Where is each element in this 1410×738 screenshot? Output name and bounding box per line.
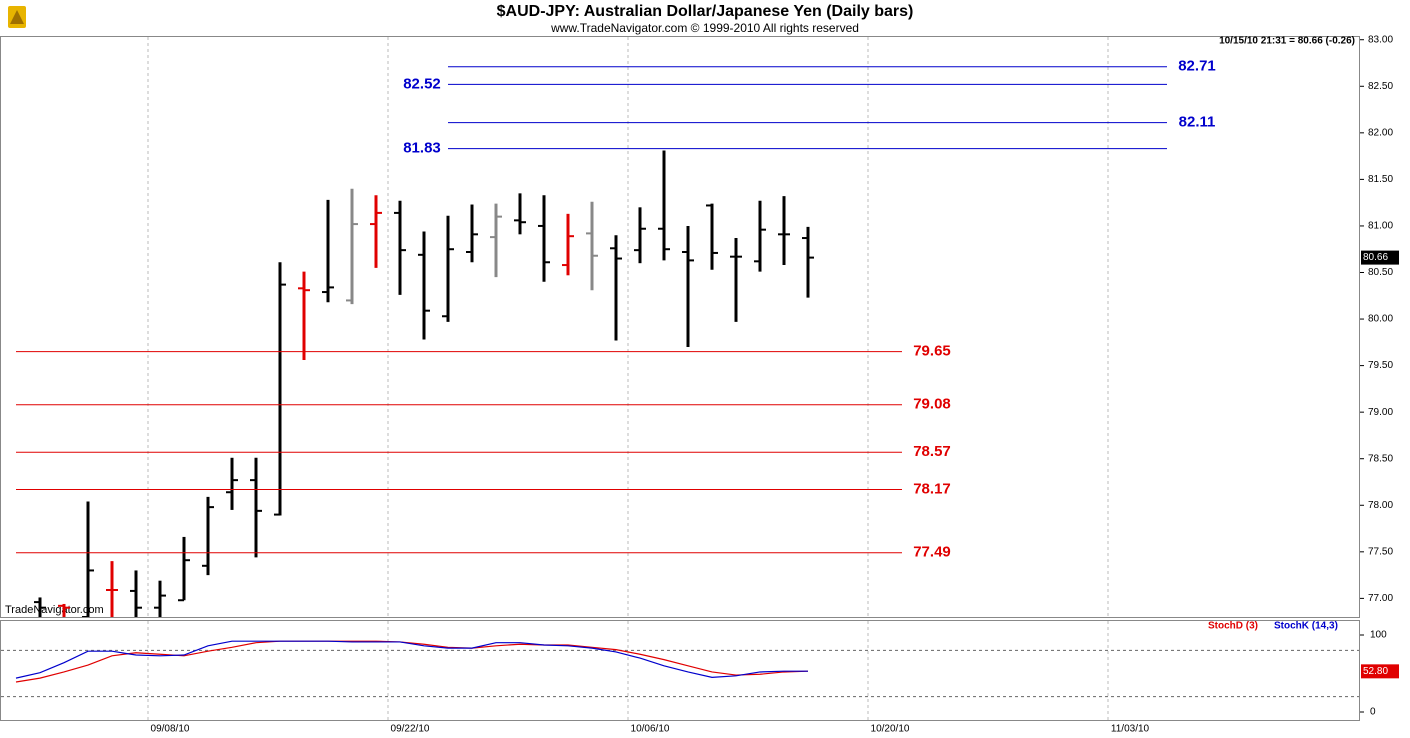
level-label: 81.83	[403, 140, 441, 157]
y-tick-label: 80.00	[1368, 314, 1393, 325]
level-label: 82.52	[403, 75, 441, 92]
x-tick-label: 10/20/10	[871, 724, 910, 735]
ohlc-bar	[538, 195, 550, 282]
ohlc-bar	[730, 238, 742, 322]
y-tick-label: 79.50	[1368, 360, 1393, 371]
y-tick-label: 100	[1370, 630, 1387, 641]
level-label: 79.08	[913, 396, 951, 413]
ohlc-bar	[490, 203, 502, 278]
last-value-label: 52.80	[1363, 666, 1388, 677]
level-label: 82.71	[1178, 58, 1216, 75]
ohlc-bar	[658, 150, 670, 261]
ohlc-bar	[778, 196, 790, 266]
y-tick-label: 0	[1370, 707, 1376, 718]
y-tick-label: 79.00	[1368, 407, 1393, 418]
stoch-panel	[0, 620, 1360, 721]
level-label: 78.17	[913, 480, 951, 497]
ohlc-bar	[370, 195, 382, 268]
ohlc-bar	[562, 213, 574, 276]
watermark: TradeNavigator.com	[5, 604, 104, 616]
x-tick-label: 11/03/10	[1111, 724, 1150, 735]
legend-label: StochD (3)	[1208, 621, 1258, 632]
y-tick-label: 82.50	[1368, 81, 1393, 92]
chart-title: $AUD-JPY: Australian Dollar/Japanese Yen…	[497, 3, 914, 20]
level-label: 78.57	[913, 443, 951, 460]
ohlc-bar	[82, 501, 94, 617]
ohlc-bar	[34, 597, 46, 617]
x-tick-label: 09/22/10	[391, 724, 430, 735]
ohlc-bar	[466, 204, 478, 263]
ohlc-bar	[226, 457, 238, 510]
ohlc-bar	[298, 271, 310, 361]
ohlc-bar	[154, 580, 166, 617]
y-tick-label: 83.00	[1368, 34, 1393, 45]
ohlc-bar	[250, 457, 262, 558]
logo	[8, 6, 26, 28]
y-tick-label: 81.50	[1368, 174, 1393, 185]
y-tick-label: 77.50	[1368, 546, 1393, 557]
last-price-box	[1361, 250, 1399, 265]
ohlc-bar	[706, 203, 718, 270]
ohlc-bar	[178, 536, 190, 602]
ohlc-bar	[346, 188, 358, 305]
ohlc-bar	[442, 215, 454, 322]
ohlc-bar	[394, 200, 406, 295]
price-plot	[34, 150, 814, 617]
y-tick-label: 78.50	[1368, 453, 1393, 464]
ohlc-bar	[586, 201, 598, 291]
ohlc-bar	[274, 262, 286, 516]
level-label: 77.49	[913, 544, 951, 561]
ohlc-bar	[514, 193, 526, 235]
y-tick-label: 80.50	[1368, 267, 1393, 278]
stoch-line	[15, 640, 809, 683]
ohlc-bar	[418, 231, 430, 340]
level-label: 82.11	[1179, 114, 1216, 131]
last-price-label: 80.66	[1363, 252, 1388, 263]
quote-info: 10/15/10 21:31 = 80.66 (-0.26)	[1219, 36, 1355, 47]
ohlc-bar	[634, 207, 646, 264]
ohlc-bar	[802, 226, 814, 298]
ohlc-bar	[682, 225, 694, 347]
ohlc-bar	[322, 199, 334, 303]
ohlc-bar	[610, 235, 622, 341]
ohlc-bar	[202, 496, 214, 576]
x-tick-label: 09/08/10	[151, 724, 190, 735]
y-tick-label: 82.00	[1368, 127, 1393, 138]
stoch-line	[15, 640, 808, 679]
ohlc-bar	[106, 561, 118, 617]
ohlc-bar	[754, 200, 766, 272]
legend-label: StochK (14,3)	[1274, 621, 1338, 632]
y-tick-label: 81.00	[1368, 221, 1393, 232]
y-tick-label: 77.00	[1368, 593, 1393, 604]
last-value-box	[1361, 664, 1399, 679]
level-label: 79.65	[913, 343, 951, 360]
price-panel	[0, 36, 1360, 618]
ohlc-bar	[130, 570, 142, 617]
y-tick-label: 78.00	[1368, 500, 1393, 511]
chart-subtitle: www.TradeNavigator.com © 1999-2010 All r…	[550, 21, 859, 35]
x-tick-label: 10/06/10	[631, 724, 670, 735]
ohlc-bar	[58, 603, 70, 617]
